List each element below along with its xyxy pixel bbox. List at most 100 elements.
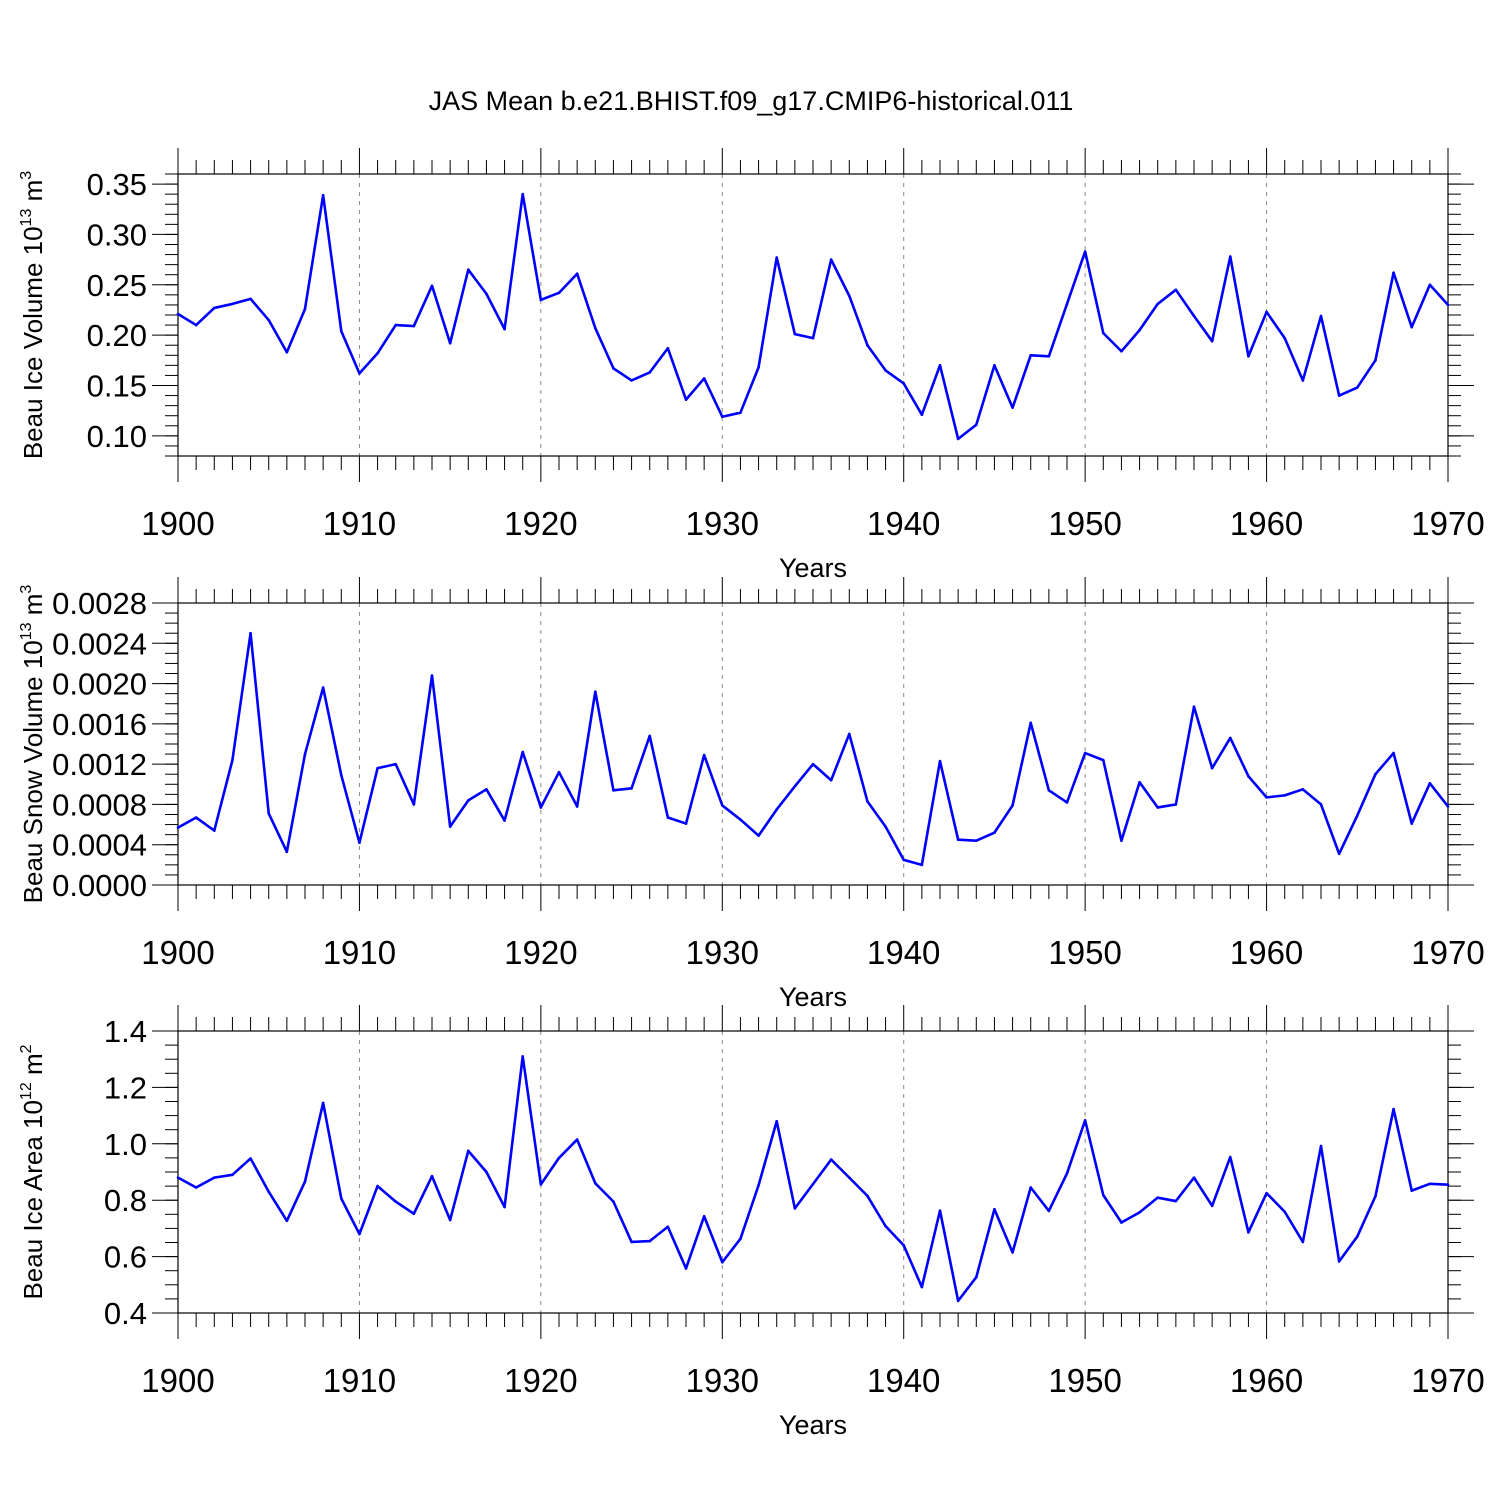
data-point (1355, 386, 1359, 389)
data-point (720, 1260, 724, 1264)
data-point (684, 1267, 688, 1270)
data-point (811, 1182, 815, 1186)
data-point (702, 1214, 706, 1218)
data-point (521, 750, 525, 754)
y-tick-label: 0.10 (87, 419, 147, 454)
data-point (1337, 394, 1341, 397)
data-point (1156, 806, 1160, 809)
data-point (866, 343, 869, 347)
data-point (793, 332, 797, 336)
data-point (1083, 250, 1087, 253)
data-point (1101, 758, 1105, 762)
data-point (1101, 331, 1105, 335)
data-point (1428, 1182, 1432, 1186)
data-point (176, 1176, 180, 1179)
panel-3: 0.4 0.6 0.8 1.0 1.2 1.4 1900 1910 1920 1930 1940 19… (18, 1005, 1485, 1440)
data-point (1228, 1155, 1232, 1159)
data-point (1301, 379, 1305, 382)
data-point (1029, 721, 1033, 725)
y-tick-label: 1.2 (104, 1070, 147, 1105)
data-point (702, 377, 706, 380)
data-point (1392, 1107, 1395, 1111)
x-tick-label: 1920 (504, 505, 577, 542)
data-point (1392, 271, 1395, 275)
data-point (1156, 302, 1160, 306)
data-point (1011, 1251, 1014, 1254)
data-point (1355, 814, 1359, 817)
data-point (1138, 328, 1141, 332)
data-point (267, 1190, 271, 1194)
data-point (448, 1218, 452, 1222)
data-point (1319, 314, 1323, 318)
data-point (1228, 255, 1232, 258)
data-point (648, 1239, 652, 1243)
data-point (829, 1158, 833, 1161)
data-point (1138, 780, 1141, 784)
data-point (539, 806, 543, 809)
data-point (466, 799, 470, 802)
data-point (1101, 1193, 1105, 1197)
y-tick-label: 0.0008 (52, 787, 147, 822)
data-point (593, 1181, 597, 1185)
data-point (394, 323, 398, 327)
data-point (303, 752, 307, 756)
y-tick-label: 0.0012 (52, 747, 147, 782)
data-point (176, 312, 180, 316)
data-point (231, 1173, 234, 1177)
data-point (720, 804, 724, 807)
data-point (1446, 1183, 1450, 1186)
data-point (1374, 772, 1377, 776)
y-tick-label: 0.4 (104, 1296, 147, 1331)
x-tick-label: 1960 (1230, 934, 1303, 971)
x-tick-label: 1940 (867, 1362, 940, 1399)
x-tick-label: 1950 (1048, 1362, 1121, 1399)
y-axis-label-unit-exponent: 3 (18, 171, 35, 180)
data-point (1374, 359, 1377, 362)
y-tick-label: 0.6 (104, 1240, 147, 1275)
data-point (1446, 805, 1450, 808)
y-axis-label-unit-exponent: 3 (18, 585, 35, 594)
data-point (993, 831, 996, 834)
data-point (974, 423, 978, 427)
y-axis-label: Beau Ice Volume 1013 m3 (18, 171, 48, 459)
y-tick-label: 0.0028 (52, 586, 147, 621)
y-axis-label-main: Beau Snow Volume 10 (18, 640, 48, 903)
data-point (1265, 1191, 1268, 1195)
x-tick-label: 1900 (141, 505, 214, 542)
series-line (177, 631, 1450, 867)
data-point (648, 371, 652, 374)
data-point (630, 787, 633, 790)
data-point (1192, 1176, 1196, 1179)
data-point (666, 816, 670, 819)
x-tick-label: 1910 (323, 505, 396, 542)
data-point (829, 258, 833, 261)
data-point (938, 759, 942, 763)
y-tick-label: 0.35 (87, 167, 147, 202)
data-point (394, 1200, 398, 1203)
data-point (1410, 325, 1414, 329)
data-point (539, 1183, 543, 1186)
data-point (285, 850, 289, 854)
data-point (920, 413, 924, 417)
data-point (521, 192, 525, 196)
data-point (1301, 788, 1305, 791)
data-point (1120, 839, 1123, 842)
y-tick-label: 0.0024 (52, 626, 147, 661)
data-point (267, 812, 271, 815)
y-tick-label: 0.0004 (52, 828, 147, 863)
data-point (194, 323, 198, 327)
data-point (376, 1184, 379, 1188)
data-point (412, 1212, 416, 1216)
data-point (739, 411, 742, 414)
data-point (1283, 794, 1287, 797)
data-point (176, 826, 180, 829)
data-point (702, 753, 706, 757)
data-point (593, 326, 597, 330)
data-point (249, 1157, 252, 1160)
data-point (1337, 1260, 1341, 1263)
data-point (521, 1055, 525, 1058)
data-point (1029, 1186, 1033, 1189)
x-tick-label: 1960 (1230, 1362, 1303, 1399)
data-point (866, 1194, 869, 1198)
